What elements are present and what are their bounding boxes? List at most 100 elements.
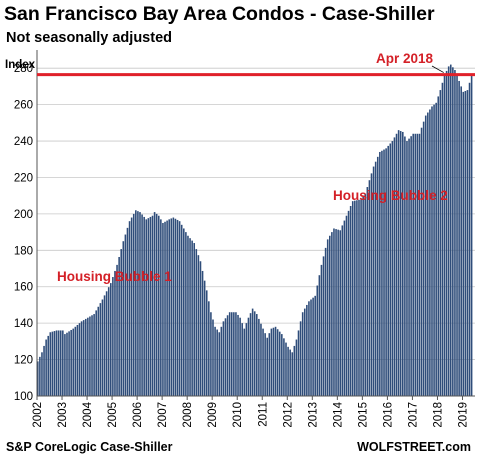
bar-2015-05	[370, 173, 373, 396]
bar-2016-08	[402, 131, 404, 396]
bar-2006-12	[160, 219, 162, 396]
x-tick-2010: 2010	[232, 402, 244, 428]
x-tick-2012: 2012	[282, 402, 294, 428]
y-tick-260: 260	[14, 100, 33, 112]
bar-2003-11	[82, 320, 85, 396]
bar-2003-09	[78, 323, 81, 396]
bar-2012-02	[289, 349, 291, 396]
bar-2006-07	[149, 216, 152, 396]
bar-2005-07	[124, 234, 127, 396]
bar-2019-01	[462, 91, 465, 396]
bar-2004-05	[95, 310, 97, 396]
bar-2012-07	[299, 321, 302, 396]
bar-2018-01	[437, 96, 440, 397]
bar-2012-10	[306, 304, 308, 396]
chart-title: San Francisco Bay Area Condos - Case-Shi…	[4, 3, 435, 25]
bar-2012-09	[303, 308, 306, 396]
bar-2011-01	[262, 328, 264, 396]
bar-2012-08	[301, 312, 304, 396]
bar-2005-12	[135, 210, 137, 396]
bar-2007-10	[180, 224, 183, 396]
bar-2010-09	[253, 311, 256, 396]
bar-2018-09	[454, 70, 456, 396]
bar-2008-07	[199, 261, 202, 396]
bars	[37, 64, 473, 397]
bar-2010-06	[247, 317, 250, 396]
bar-2011-10	[281, 334, 283, 396]
bar-2007-09	[178, 221, 181, 396]
bar-2018-06	[447, 66, 450, 397]
bar-2011-12	[285, 342, 287, 396]
bar-2013-12	[335, 229, 337, 396]
bar-2008-11	[208, 301, 210, 396]
bar-2008-09	[203, 280, 206, 396]
y-tick-120: 120	[14, 355, 33, 367]
y-tick-200: 200	[14, 209, 33, 221]
y-tick-180: 180	[14, 245, 33, 257]
bar-2016-12	[410, 136, 412, 397]
bar-2002-05	[45, 339, 47, 396]
x-tick-2009: 2009	[207, 402, 219, 428]
bar-2017-01	[412, 133, 415, 396]
bar-2002-07	[49, 332, 52, 396]
bar-2005-08	[126, 227, 129, 396]
bar-2014-04	[343, 220, 346, 396]
bar-2016-02	[389, 143, 392, 396]
bar-2002-04	[43, 345, 45, 396]
x-tick-2005: 2005	[107, 402, 119, 428]
bar-2004-01	[87, 317, 89, 396]
bar-2015-03	[366, 187, 369, 396]
bar-2018-12	[460, 86, 462, 396]
x-tick-labels: 2002 2003 2004 2005 2006 2007 2008 2009 2010 2011…	[32, 401, 469, 427]
bar-2007-04	[168, 219, 170, 396]
bar-2012-04	[293, 345, 296, 396]
bar-2004-11	[107, 287, 110, 396]
bar-2007-06	[172, 217, 175, 396]
bar-2006-05	[145, 219, 148, 396]
x-tick-2018: 2018	[432, 402, 444, 428]
bar-2006-10	[155, 213, 158, 396]
bar-2002-03	[41, 352, 43, 396]
bar-2015-02	[364, 193, 367, 396]
bar-2002-12	[59, 330, 62, 396]
bar-2002-09	[53, 331, 56, 396]
x-tick-2006: 2006	[132, 402, 144, 428]
bar-2007-12	[185, 232, 187, 396]
bar-2013-11	[333, 228, 335, 396]
bar-2017-12	[435, 102, 437, 397]
bar-2017-05	[420, 127, 423, 396]
bar-2012-03	[291, 352, 294, 396]
bar-2009-07	[224, 318, 227, 396]
bar-2019-02	[464, 90, 467, 396]
bar-2005-02	[114, 270, 116, 396]
bar-2003-06	[72, 328, 75, 396]
bar-2010-02	[239, 317, 241, 396]
x-tick-2014: 2014	[332, 401, 344, 427]
bar-2002-08	[51, 331, 54, 396]
bar-2007-05	[170, 218, 173, 396]
bar-2003-01	[62, 330, 64, 396]
bar-2003-05	[70, 329, 72, 396]
bar-2016-05	[395, 133, 398, 396]
bar-2017-10	[431, 106, 433, 396]
y-axis-label: Index	[5, 59, 36, 71]
bar-2015-06	[372, 166, 375, 396]
bar-2003-08	[76, 324, 79, 396]
bar-2003-07	[74, 326, 77, 396]
bar-2004-06	[97, 306, 100, 396]
bar-2006-04	[143, 216, 145, 396]
bar-2014-11	[358, 199, 360, 396]
bar-2008-04	[193, 243, 196, 396]
y-tick-labels: 100 120 140 160 180 200 220 240 260 280	[14, 63, 33, 403]
bar-2018-11	[458, 80, 460, 397]
bar-2002-01	[37, 361, 39, 396]
bar-2008-02	[189, 238, 191, 396]
x-tick-2011: 2011	[257, 402, 269, 427]
bar-2014-07	[349, 206, 352, 396]
bar-2004-12	[110, 283, 112, 396]
bar-2015-11	[383, 149, 385, 396]
bar-2011-07	[274, 326, 277, 396]
chart-subtitle: Not seasonally adjusted	[6, 30, 172, 46]
y-tick-280: 280	[14, 63, 33, 75]
